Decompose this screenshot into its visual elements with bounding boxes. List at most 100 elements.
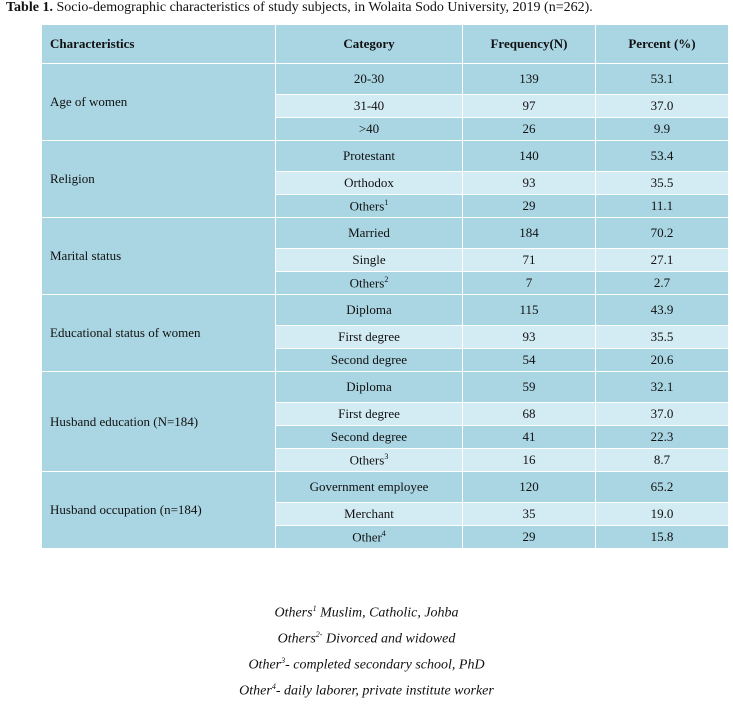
table-body: Age of women 20-30 139 53.1 31-40 97 37.0 >40 26…	[41, 63, 729, 549]
frequency-cell: 59	[462, 371, 596, 403]
table-row: 31-40 97 37.0	[42, 94, 729, 118]
table-row: Others3 16 8.7	[42, 448, 729, 472]
characteristic-cell: Educational status of women	[41, 294, 276, 372]
characteristic-cell: Religion	[41, 140, 276, 218]
footnote-marker: 1	[312, 604, 317, 613]
footnote-word: Other	[248, 657, 282, 673]
category-text: Single	[352, 252, 386, 267]
footnote-marker: 4	[271, 682, 276, 691]
table-row: First degree 93 35.5	[42, 325, 729, 349]
category-cell: Merchant	[275, 502, 463, 526]
footnote-line: Other4- daily laborer, private institute…	[0, 674, 733, 700]
percent-cell: 37.0	[595, 402, 729, 426]
percent-cell: 27.1	[595, 248, 729, 272]
category-text: Second degree	[330, 429, 408, 444]
footnote-marker: 4	[381, 528, 386, 538]
frequency-cell: 29	[462, 525, 596, 549]
percent-cell: 8.7	[595, 448, 729, 472]
percent-cell: 53.4	[595, 140, 729, 172]
frequency-cell: 97	[462, 94, 596, 118]
frequency-cell: 120	[462, 471, 596, 503]
frequency-cell: 115	[462, 294, 596, 326]
category-cell: First degree	[275, 402, 463, 426]
category-text: Diploma	[346, 379, 392, 394]
percent-cell: 11.1	[595, 194, 729, 218]
category-text: First degree	[338, 329, 400, 344]
footnote-word: Other	[239, 683, 272, 699]
percent-cell: 43.9	[595, 294, 729, 326]
category-cell: Others3	[275, 448, 463, 472]
footnote-text: Muslim, Catholic, Johba	[316, 605, 459, 621]
table-row: Age of women 20-30 139 53.1	[41, 63, 729, 141]
table-row: Others2 7 2.7	[42, 271, 729, 295]
frequency-cell: 93	[462, 171, 596, 195]
frequency-cell: 26	[462, 117, 596, 141]
category-text: 20-30	[353, 71, 385, 86]
category-text: Other	[352, 529, 382, 545]
category-cell: Married	[275, 217, 463, 249]
percent-cell: 9.9	[595, 117, 729, 141]
table-header-row: Characteristics Category Frequency(N) Pe…	[41, 24, 729, 64]
footnote-line: Others1 Muslim, Catholic, Johba	[0, 596, 733, 622]
frequency-cell: 16	[462, 448, 596, 472]
category-cell: Others1	[275, 194, 463, 218]
percent-cell: 53.1	[595, 63, 729, 95]
percent-cell: 32.1	[595, 371, 729, 403]
table-row: Marital status Married 184 70.2	[41, 217, 729, 295]
frequency-cell: 41	[462, 425, 596, 449]
category-cell: Single	[275, 248, 463, 272]
characteristic-cell: Age of women	[41, 63, 276, 141]
category-cell: Second degree	[275, 425, 463, 449]
percent-cell: 65.2	[595, 471, 729, 503]
percent-cell: 2.7	[595, 271, 729, 295]
category-cell: First degree	[275, 325, 463, 349]
footnote-marker: 1	[384, 197, 389, 207]
category-text: Married	[348, 225, 390, 240]
category-text: Government employee	[309, 479, 429, 494]
footnote-word: Others	[274, 605, 313, 621]
percent-cell: 20.6	[595, 348, 729, 372]
percent-cell: 37.0	[595, 94, 729, 118]
category-cell: Orthodox	[275, 171, 463, 195]
frequency-cell: 140	[462, 140, 596, 172]
category-text: 31-40	[353, 98, 385, 113]
table-row: Husband occupation (n=184) Government emp…	[41, 471, 729, 549]
table-row: Merchant 35 19.0	[42, 502, 729, 526]
percent-cell: 19.0	[595, 502, 729, 526]
category-cell: Diploma	[275, 371, 463, 403]
footnote-line: Others2- Divorced and widowed	[0, 622, 733, 648]
frequency-cell: 54	[462, 348, 596, 372]
category-cell: Second degree	[275, 348, 463, 372]
table-row: Religion Protestant 140 53.4	[41, 140, 729, 218]
frequency-cell: 68	[462, 402, 596, 426]
table-row: First degree 68 37.0	[42, 402, 729, 426]
category-cell: 20-30	[275, 63, 463, 95]
footnote-text: Divorced and widowed	[322, 631, 456, 647]
category-text: Second degree	[330, 352, 408, 367]
frequency-cell: 93	[462, 325, 596, 349]
category-text: Protestant	[343, 148, 395, 163]
characteristic-cell: Husband occupation (n=184)	[41, 471, 276, 549]
category-text: First degree	[338, 406, 400, 421]
frequency-cell: 139	[462, 63, 596, 95]
demographics-table: Characteristics Category Frequency(N) Pe…	[41, 24, 729, 549]
header-percent: Percent (%)	[595, 24, 729, 64]
frequency-cell: 35	[462, 502, 596, 526]
percent-cell: 35.5	[595, 325, 729, 349]
frequency-cell: 184	[462, 217, 596, 249]
footnotes: Others1 Muslim, Catholic, Johba Others2- …	[0, 596, 733, 700]
frequency-cell: 7	[462, 271, 596, 295]
percent-cell: 70.2	[595, 217, 729, 249]
footnote-line: Other3- completed secondary school, PhD	[0, 648, 733, 674]
table-title: Socio-demographic characteristics of stu…	[52, 0, 593, 15]
footnote-marker: 2	[384, 274, 389, 284]
category-cell: Others2	[275, 271, 463, 295]
table-row: Second degree 41 22.3	[42, 425, 729, 449]
footnote-text: - daily laborer, private institute worke…	[275, 683, 494, 699]
footnote-marker: 3	[384, 451, 389, 461]
category-text: >40	[358, 121, 380, 136]
category-text: Others	[349, 452, 385, 468]
header-category: Category	[275, 24, 463, 64]
category-cell: >40	[275, 117, 463, 141]
footnote-text: - completed secondary school, PhD	[285, 657, 485, 673]
